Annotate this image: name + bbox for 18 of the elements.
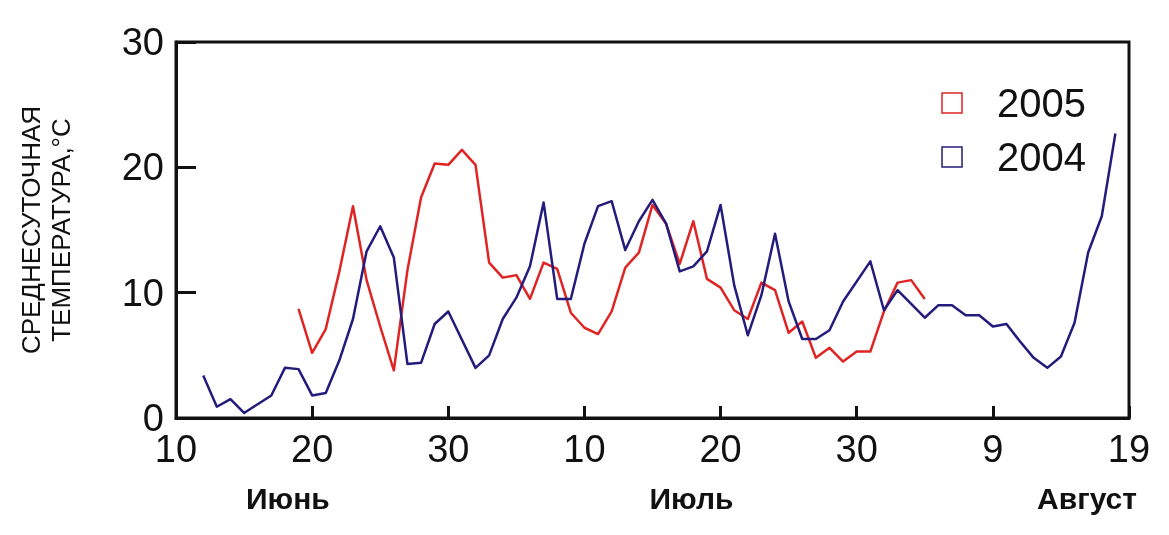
x-tick-label: 19	[1107, 428, 1151, 470]
x-tick-label: 20	[699, 428, 742, 470]
y-tick-label: 20	[121, 146, 164, 189]
line-series	[297, 148, 927, 372]
y-tick-label: 10	[121, 271, 164, 314]
text: Август	[1037, 481, 1137, 515]
x-tick-label: 10	[563, 428, 606, 470]
x-tick-label: 30	[835, 428, 878, 470]
x-tick-label: 9	[982, 428, 1004, 470]
y-axis-title: СРЕДНЕСУТОЧНАЯ ТЕМПЕРАТУРА,°C	[16, 105, 76, 355]
text: Июль	[649, 481, 734, 515]
legend-label: 2004	[997, 135, 1086, 179]
text: Июнь	[246, 481, 330, 515]
y-tick-label: 30	[121, 21, 164, 63]
x-tick-label: 30	[427, 428, 470, 470]
x-tick-label: 20	[291, 428, 334, 470]
legend-label: 2005	[997, 81, 1086, 125]
line-series	[201, 132, 1117, 415]
